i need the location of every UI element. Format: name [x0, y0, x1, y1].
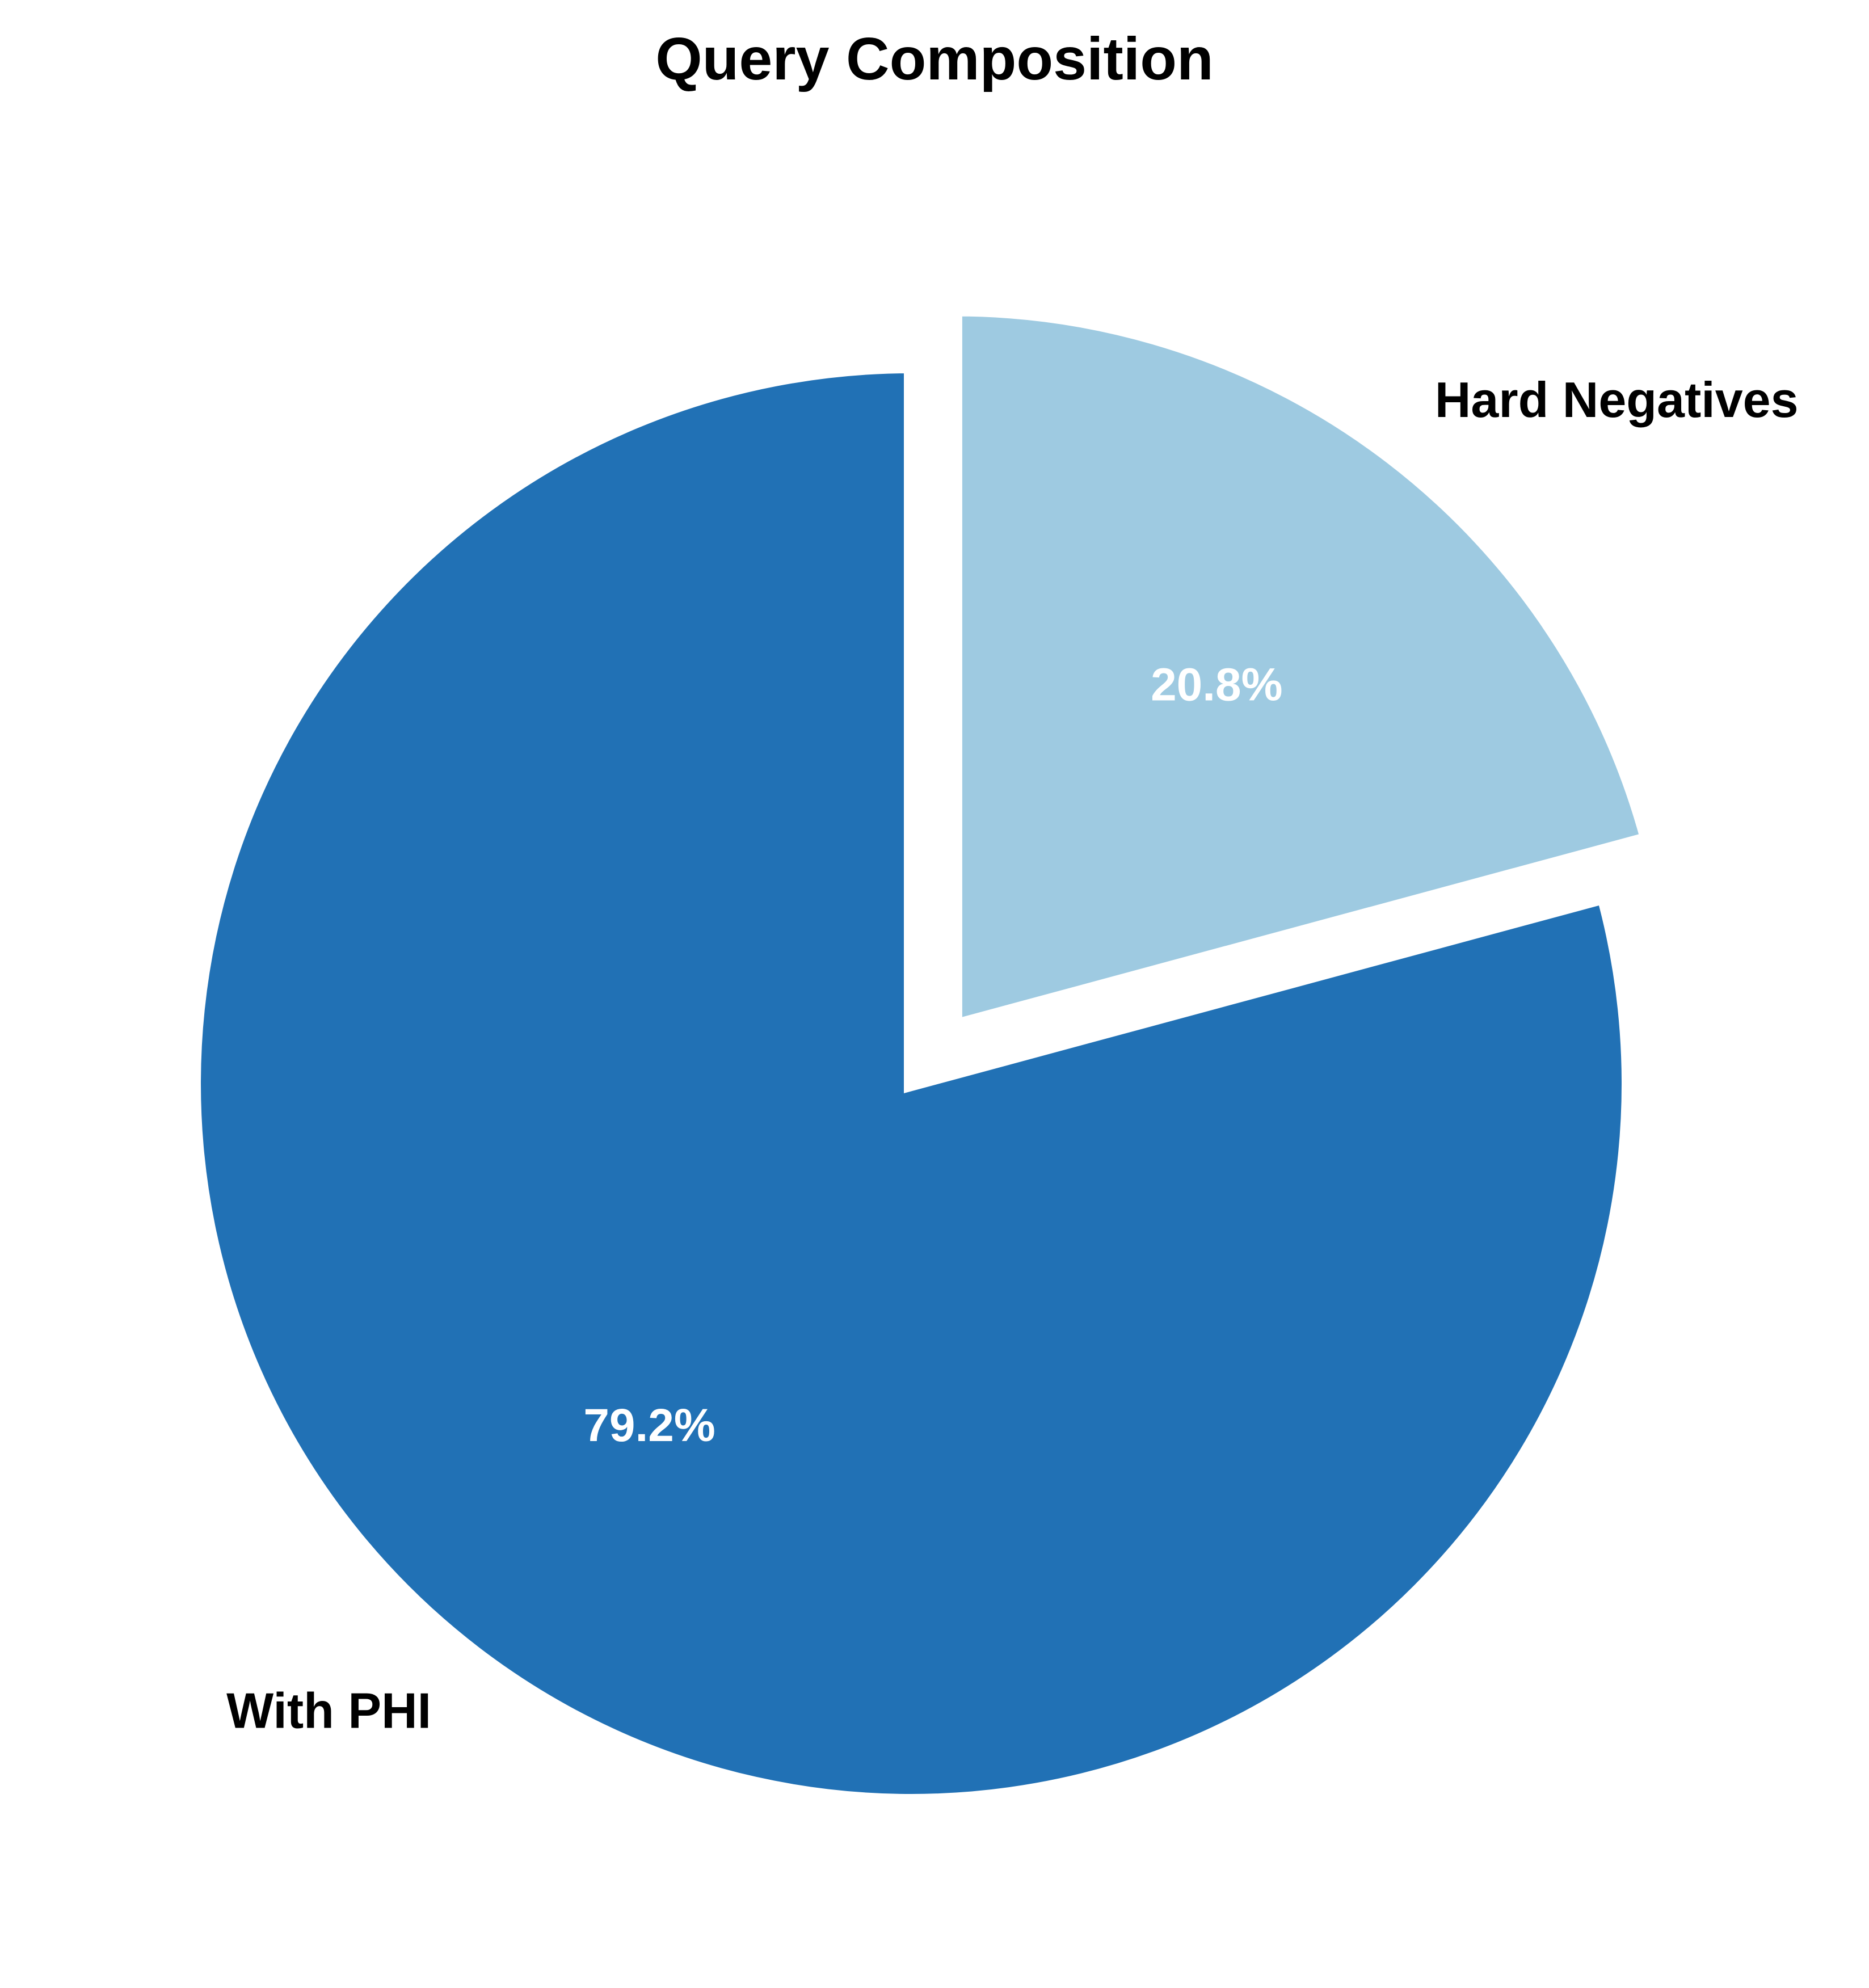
slice-label-hard-negatives: Hard Negatives: [1435, 372, 1799, 428]
percent-label-with-phi: 79.2%: [583, 1400, 715, 1451]
slice-label-with-phi: With PHI: [226, 1682, 431, 1738]
percent-label-hard-negatives: 20.8%: [1151, 659, 1283, 710]
chart-title: Query Composition: [655, 26, 1214, 92]
pie-slice-with-phi: [186, 358, 1636, 1809]
pie-slices: [186, 301, 1657, 1809]
pie-slice-hard-negatives: [947, 301, 1657, 1037]
pie-labels: 20.8% Hard Negatives 79.2% With PHI: [226, 372, 1798, 1738]
